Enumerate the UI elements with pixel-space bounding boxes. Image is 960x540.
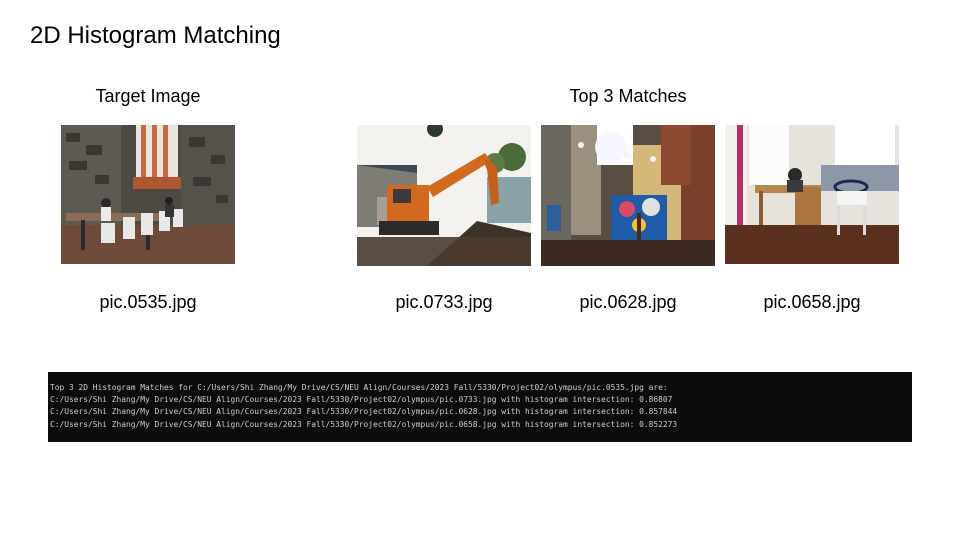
target-image — [61, 125, 235, 264]
match-image-3 — [725, 125, 899, 264]
match-image-2 — [541, 125, 715, 266]
console-line: C:/Users/Shi Zhang/My Drive/CS/NEU Align… — [50, 419, 678, 429]
match-filename-1: pic.0733.jpg — [395, 292, 493, 312]
match-image-1 — [357, 125, 531, 266]
console-line: C:/Users/Shi Zhang/My Drive/CS/NEU Align… — [50, 407, 678, 417]
slide-title: 2D Histogram Matching — [30, 22, 281, 49]
top-matches-label: Top 3 Matches — [569, 86, 687, 106]
target-filename: pic.0535.jpg — [99, 292, 197, 312]
console-line: Top 3 2D Histogram Matches for C:/Users/… — [50, 383, 668, 392]
match-filename-3: pic.0658.jpg — [763, 292, 861, 312]
console-line: C:/Users/Shi Zhang/My Drive/CS/NEU Align… — [50, 395, 673, 405]
console-output: Top 3 2D Histogram Matches for C:/Users/… — [48, 372, 912, 442]
target-image-label: Target Image — [95, 86, 201, 106]
match-filename-2: pic.0628.jpg — [579, 292, 677, 312]
